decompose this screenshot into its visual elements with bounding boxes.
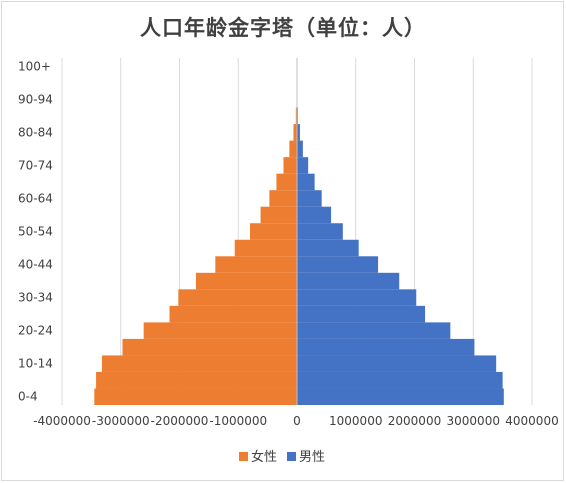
- bar: [297, 322, 451, 339]
- y-tick-label: 70-74: [18, 158, 53, 172]
- bar: [297, 388, 504, 405]
- x-tick-label: -1000000: [209, 414, 267, 428]
- bar: [297, 173, 315, 191]
- y-tick-label: 40-44: [18, 258, 53, 272]
- bar: [297, 124, 300, 141]
- x-tick-label: -3000000: [92, 414, 150, 428]
- y-tick-label: 0-4: [18, 390, 38, 404]
- chart-title: 人口年龄金字塔（单位：人）: [140, 15, 426, 40]
- y-tick-label: 100+: [18, 59, 51, 73]
- y-tick-label: 60-64: [18, 191, 53, 205]
- bar: [297, 355, 497, 372]
- bar: [269, 190, 297, 207]
- bar: [195, 272, 297, 290]
- bar: [260, 206, 297, 224]
- x-tick-label: 2000000: [388, 414, 441, 428]
- x-tick-label: 3000000: [447, 414, 500, 428]
- y-tick-label: 80-84: [18, 125, 53, 139]
- x-tick-label: 4000000: [505, 414, 558, 428]
- bar: [94, 388, 297, 405]
- bar: [295, 107, 297, 125]
- x-tick-label: -4000000: [33, 414, 91, 428]
- bar: [297, 140, 303, 158]
- bar: [297, 272, 400, 290]
- bar: [297, 190, 322, 207]
- x-tick-label: -2000000: [151, 414, 209, 428]
- bar: [297, 305, 426, 323]
- legend-swatch: [239, 452, 248, 461]
- bar: [122, 338, 297, 356]
- bar: [234, 239, 297, 257]
- bar: [143, 322, 297, 339]
- x-tick-label: 1000000: [329, 414, 382, 428]
- x-tick-label: 0: [293, 414, 301, 428]
- bar: [276, 173, 297, 191]
- bar: [297, 371, 503, 389]
- bar: [289, 140, 297, 158]
- bar: [96, 371, 297, 389]
- bar: [293, 124, 297, 141]
- bar: [297, 338, 475, 356]
- bar: [297, 157, 309, 174]
- bar: [215, 256, 297, 273]
- y-tick-label: 90-94: [18, 92, 53, 106]
- bar: [250, 223, 297, 240]
- bar: [178, 289, 297, 306]
- bar: [169, 305, 297, 323]
- bar: [283, 157, 297, 174]
- y-tick-label: 20-24: [18, 324, 53, 338]
- bar: [101, 355, 297, 372]
- y-tick-label: 50-54: [18, 225, 53, 239]
- y-tick-label: 30-34: [18, 291, 53, 305]
- bar: [297, 223, 343, 240]
- legend-label: 女性: [251, 449, 277, 465]
- bar: [297, 256, 379, 273]
- legend-label: 男性: [299, 450, 325, 465]
- y-tick-label: 10-14: [18, 357, 53, 371]
- bar: [297, 289, 417, 306]
- bar: [297, 206, 332, 224]
- legend-swatch: [287, 452, 296, 461]
- bar: [297, 239, 359, 257]
